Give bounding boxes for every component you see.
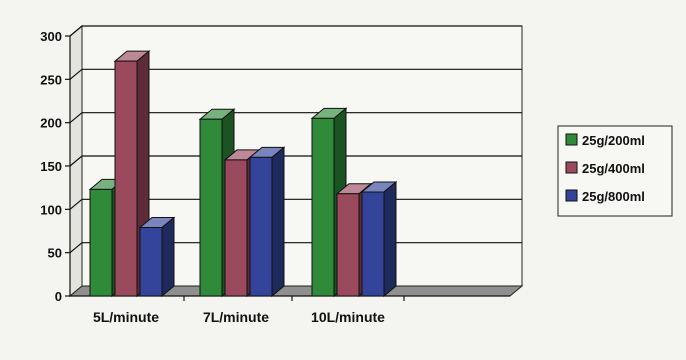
- legend-label: 25g/200ml: [582, 133, 645, 148]
- bar: [360, 180, 398, 298]
- legend-swatch: [565, 189, 578, 202]
- legend: 25g/200ml 25g/400ml 25g/800ml: [557, 125, 673, 217]
- y-tick-label: 50: [48, 246, 62, 261]
- y-tick-label: 100: [40, 202, 62, 217]
- y-tick-label: 150: [40, 159, 62, 174]
- legend-swatch: [565, 133, 578, 146]
- bar: [138, 216, 176, 298]
- legend-label: 25g/800ml: [582, 189, 645, 204]
- gridline: [69, 68, 522, 80]
- plot-area: [68, 24, 524, 298]
- legend-label: 25g/400ml: [582, 161, 645, 176]
- x-category-label: 5L/minute: [93, 309, 159, 325]
- y-tick-label: 250: [40, 72, 62, 87]
- y-tick-label: 0: [55, 289, 62, 304]
- gridline: [69, 25, 522, 37]
- legend-swatch: [565, 161, 578, 174]
- gridline: [69, 112, 522, 124]
- y-tick-label: 300: [40, 29, 62, 44]
- bar: [248, 146, 286, 298]
- gridline: [69, 155, 522, 167]
- x-category-label: 7L/minute: [203, 309, 269, 325]
- category-labels: 5L/minute 7L/minute 10L/minute: [93, 309, 385, 325]
- y-tick-label: 200: [40, 116, 62, 131]
- x-category-label: 10L/minute: [311, 309, 385, 325]
- bars: [88, 50, 398, 298]
